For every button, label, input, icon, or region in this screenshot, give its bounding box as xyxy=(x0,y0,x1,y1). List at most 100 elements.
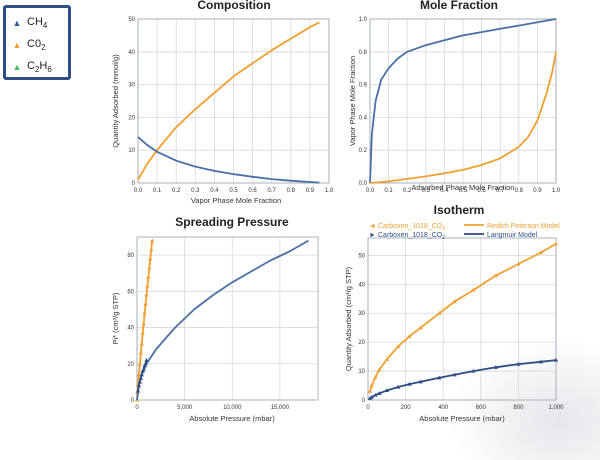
data-point xyxy=(538,250,544,255)
data-point xyxy=(452,299,457,304)
x-tick-label: 0.3 xyxy=(422,188,431,194)
data-point xyxy=(138,350,144,355)
series-line xyxy=(136,239,309,401)
y-tick-label: 0 xyxy=(132,181,136,187)
plot-frame xyxy=(137,18,330,184)
legend-label: C2H6 xyxy=(27,59,52,75)
y-axis-label: Vapor Phase Mole Fraction xyxy=(348,56,357,146)
data-point xyxy=(395,344,401,349)
x-tick-label: 0.9 xyxy=(533,188,542,194)
data-point xyxy=(144,292,149,297)
series-line xyxy=(369,51,557,184)
legend-model-label: Redich Peterson Model xyxy=(487,223,560,230)
y-tick-label: 0.6 xyxy=(359,83,368,89)
x-tick-label: 0 xyxy=(135,405,139,411)
legend-label: CH4 xyxy=(27,15,48,31)
y-axis-label: Quantity Adsorbed (cm³/g STP) xyxy=(344,266,353,371)
y-tick-label: 60 xyxy=(127,289,134,295)
x-tick-label: 10,000 xyxy=(223,405,242,411)
legend-item-c2h6: ▲ C2H6 xyxy=(12,59,52,75)
plot-frame xyxy=(136,236,319,401)
y-tick-label: 40 xyxy=(128,50,135,56)
y-tick-label: 10 xyxy=(358,369,365,375)
isotherm-legend-item: ► Carboxen_1018_CO2 Langmuir Model xyxy=(369,232,538,241)
data-point xyxy=(141,367,146,371)
triangle-marker-icon: ▲ xyxy=(12,62,22,72)
x-tick-label: 1,000 xyxy=(548,405,564,411)
series-line xyxy=(137,136,320,184)
data-point xyxy=(139,372,144,377)
series-line xyxy=(137,21,320,181)
chart-mole-fraction: Mole Fraction 0.0 0.1 0.2 0.3 0.4 0.5 0.6 0.7 0.8… xyxy=(348,0,561,194)
species-legend: ▲ CH4 ▲ C02 ▲ C2H6 xyxy=(3,5,71,80)
legend-model-label: Langmuir Model xyxy=(487,232,538,239)
x-tick-label: 5,000 xyxy=(177,405,193,411)
y-tick-label: 0.0 xyxy=(359,181,368,187)
data-point xyxy=(407,334,412,338)
y-tick-label: 80 xyxy=(127,253,134,259)
y-tick-label: 50 xyxy=(358,253,365,259)
legend-series-text: Carboxen_1018_CO xyxy=(378,223,443,230)
data-point xyxy=(148,256,153,261)
series-line xyxy=(369,243,557,392)
chart-composition: Composition 0.0 0.1 0.2 0.3 0.4 0.5 0.6 0.7 0.8 0.… xyxy=(111,0,334,205)
data-point xyxy=(141,321,146,326)
x-tick-label: 1.0 xyxy=(325,188,334,194)
data-point xyxy=(373,374,378,379)
x-axis-label: Absolute Pressure (mbar) xyxy=(419,414,505,423)
legend-marker-icon: ◄ xyxy=(369,223,376,230)
y-tick-label: 20 xyxy=(127,362,134,368)
legend-label: C02 xyxy=(27,37,46,53)
data-point xyxy=(493,273,499,278)
x-tick-label: 0.6 xyxy=(248,188,257,194)
data-point xyxy=(136,372,142,377)
data-point xyxy=(553,241,559,246)
x-tick-label: 0.4 xyxy=(440,188,449,194)
x-tick-label: 1.0 xyxy=(552,188,561,194)
x-axis-label: Adsorbed Phase Mole Fraction xyxy=(412,183,515,192)
data-point xyxy=(136,383,142,388)
x-tick-label: 0.5 xyxy=(459,188,468,194)
data-point xyxy=(553,357,559,362)
y-tick-label: 0.2 xyxy=(359,148,368,154)
data-point xyxy=(384,357,389,362)
data-point xyxy=(135,388,141,393)
data-point xyxy=(407,381,412,386)
y-tick-label: 0.8 xyxy=(359,50,368,56)
x-tick-label: 0.2 xyxy=(403,188,412,194)
legend-series-sub: 2 xyxy=(442,226,445,232)
x-tick-label: 0.4 xyxy=(210,188,219,194)
y-tick-label: 0 xyxy=(131,398,135,404)
x-tick-label: 600 xyxy=(476,405,487,411)
y-axis-label: Pi* (cm³/g STP) xyxy=(111,292,120,345)
data-point xyxy=(516,361,521,366)
data-point xyxy=(377,367,382,372)
legend-series-sub: 2 xyxy=(442,235,445,241)
data-point xyxy=(369,383,374,388)
chart-spreading-pressure: Spreading Pressure 0 5,000 10,000 15,000 0 20 4… xyxy=(111,215,319,423)
data-point xyxy=(149,247,154,252)
data-point xyxy=(140,330,145,335)
legend-item-co2: ▲ C02 xyxy=(12,37,46,53)
data-point xyxy=(418,325,423,330)
data-point xyxy=(471,368,476,373)
x-tick-label: 0.0 xyxy=(366,188,375,194)
data-point xyxy=(437,311,442,315)
triangle-marker-icon: ▲ xyxy=(12,18,22,28)
y-tick-label: 0.4 xyxy=(359,115,368,121)
data-point xyxy=(143,301,148,306)
y-axis-label: Quantity Adsorbed (mmol/g) xyxy=(111,54,120,148)
x-tick-label: 0.3 xyxy=(191,188,200,194)
data-point xyxy=(516,261,521,266)
data-point xyxy=(147,265,152,270)
x-tick-label: 800 xyxy=(513,405,524,411)
background-smudge xyxy=(440,330,600,460)
data-point xyxy=(538,359,544,364)
data-point xyxy=(142,310,147,315)
x-tick-label: 200 xyxy=(401,405,412,411)
data-point xyxy=(145,283,150,288)
x-tick-label: 0.8 xyxy=(515,188,524,194)
data-point xyxy=(377,391,382,395)
data-point xyxy=(369,394,374,399)
chart-title: Composition xyxy=(197,0,270,12)
